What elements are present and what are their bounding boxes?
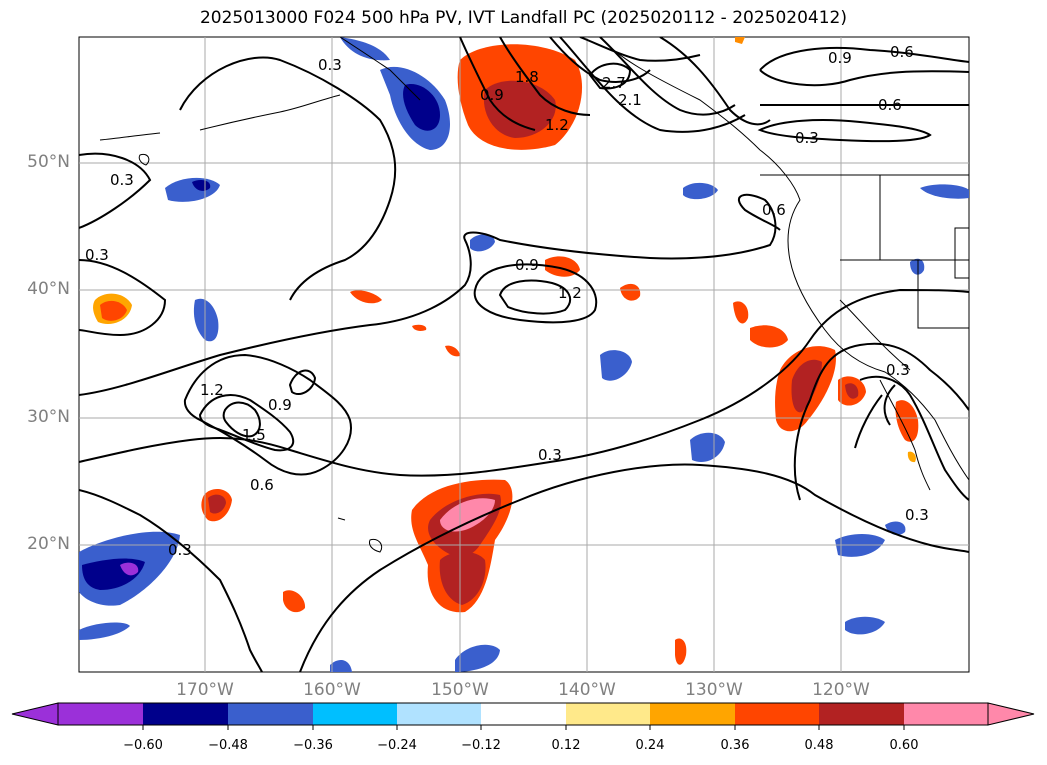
colorbar-frame (57, 702, 989, 726)
colorbar-max-arrow (987, 702, 1035, 726)
lon-label-170w: 170°W (176, 680, 234, 700)
lat-label-30n: 30°N (27, 407, 70, 427)
colorbar-segment (228, 703, 313, 725)
colorbar (11, 702, 1035, 730)
contour-label: 0.3 (318, 56, 342, 74)
contour-label: 1.2 (200, 381, 224, 399)
colorbar-tick-label: −0.60 (123, 738, 163, 753)
colorbar-segment (650, 703, 735, 725)
colorbar-tick-label: 0.12 (551, 738, 581, 753)
contour-label: 1.2 (558, 284, 582, 302)
contour-label: 1.2 (545, 116, 569, 134)
contour-label: 1.5 (242, 426, 266, 444)
contour-label: 0.9 (515, 256, 539, 274)
colorbar-segment (904, 703, 988, 725)
contour-label: 0.6 (762, 201, 786, 219)
contour-label: 0.3 (85, 246, 109, 264)
contour-label: 0.3 (886, 361, 910, 379)
contour-label: 0.6 (250, 476, 274, 494)
lon-label-130w: 130°W (685, 680, 743, 700)
lon-label-120w: 120°W (812, 680, 870, 700)
map-title: 2025013000 F024 500 hPa PV, IVT Landfall… (199, 8, 847, 28)
contour-label: 1.8 (515, 68, 539, 86)
contour-label: 0.9 (828, 49, 852, 67)
lon-label-160w: 160°W (303, 680, 361, 700)
colorbar-segment (397, 703, 481, 725)
colorbar-segment (819, 703, 904, 725)
colorbar-segment (313, 703, 397, 725)
colorbar-segment (735, 703, 819, 725)
contour-labels: 0.3 0.3 0.3 0.3 0.3 0.3 0.3 0.3 0.6 0.6 … (85, 43, 929, 559)
colorbar-min-arrow (11, 702, 59, 726)
colorbar-segment (566, 703, 650, 725)
lon-label-150w: 150°W (431, 680, 489, 700)
pv-contours (79, 37, 969, 672)
contour-label: 0.3 (538, 446, 562, 464)
colorbar-tick-label: −0.24 (377, 738, 417, 753)
colorbar-tick-label: 0.60 (889, 738, 919, 753)
colorbar-segment (58, 703, 143, 725)
colorbar-tick-label: 0.36 (720, 738, 750, 753)
contour-label: 0.3 (168, 541, 192, 559)
colorbar-segment (143, 703, 228, 725)
colorbar-segment (481, 703, 566, 725)
colorbar-tick-label: −0.12 (461, 738, 501, 753)
colorbar-tick-label: −0.36 (293, 738, 333, 753)
lon-label-140w: 140°W (558, 680, 616, 700)
lat-label-20n: 20°N (27, 534, 70, 554)
contour-label: 0.3 (795, 129, 819, 147)
lat-label-50n: 50°N (27, 152, 70, 172)
contour-label: 0.6 (890, 43, 914, 61)
contour-label: 0.3 (905, 506, 929, 524)
contour-label: 0.6 (878, 96, 902, 114)
contour-label: 0.3 (110, 171, 134, 189)
coastlines (99, 37, 969, 553)
contour-label: 0.9 (480, 86, 504, 104)
contour-label: 0.9 (268, 396, 292, 414)
colorbar-tick-label: −0.48 (208, 738, 248, 753)
contour-label: 2.7 (602, 74, 626, 92)
colorbar-tick-label: 0.24 (635, 738, 665, 753)
colorbar-tick-label: 0.48 (804, 738, 834, 753)
contour-label: 2.1 (618, 91, 642, 109)
lat-label-40n: 40°N (27, 279, 70, 299)
